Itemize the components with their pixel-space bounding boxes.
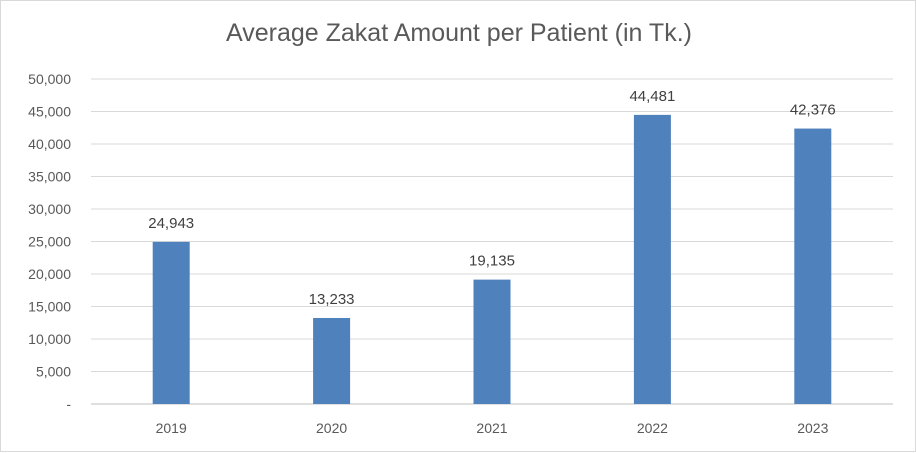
x-tick-label-2023: 2023 (797, 420, 828, 436)
x-tick-label-2021: 2021 (476, 420, 507, 436)
y-tick-label: 25,000 (28, 234, 71, 250)
data-label-2019: 24,943 (148, 215, 194, 232)
y-tick-label: 35,000 (28, 169, 71, 185)
bar-2023 (794, 128, 832, 404)
data-label-2023: 42,376 (790, 102, 836, 119)
bar-2019 (152, 241, 190, 404)
y-tick-label: 10,000 (28, 331, 71, 347)
y-tick-label: 50,000 (28, 71, 71, 87)
bar-2021 (473, 279, 511, 404)
y-tick-label: 5,000 (36, 364, 71, 380)
x-tick-label-2020: 2020 (316, 420, 347, 436)
data-label-2022: 44,481 (629, 88, 675, 105)
y-tick-label: 40,000 (28, 136, 71, 152)
bar-2022 (633, 114, 671, 404)
y-tick-label: 15,000 (28, 299, 71, 315)
x-tick-label-2022: 2022 (637, 420, 668, 436)
chart-title: Average Zakat Amount per Patient (in Tk.… (226, 19, 692, 47)
y-tick-label: 20,000 (28, 266, 71, 282)
y-tick-label: 30,000 (28, 201, 71, 217)
x-tick-label-2019: 2019 (156, 420, 187, 436)
y-tick-label: 45,000 (28, 104, 71, 120)
y-tick-label: - (66, 396, 71, 412)
data-label-2021: 19,135 (469, 253, 515, 270)
bar-2020 (313, 317, 351, 404)
data-label-2020: 13,233 (309, 291, 355, 308)
